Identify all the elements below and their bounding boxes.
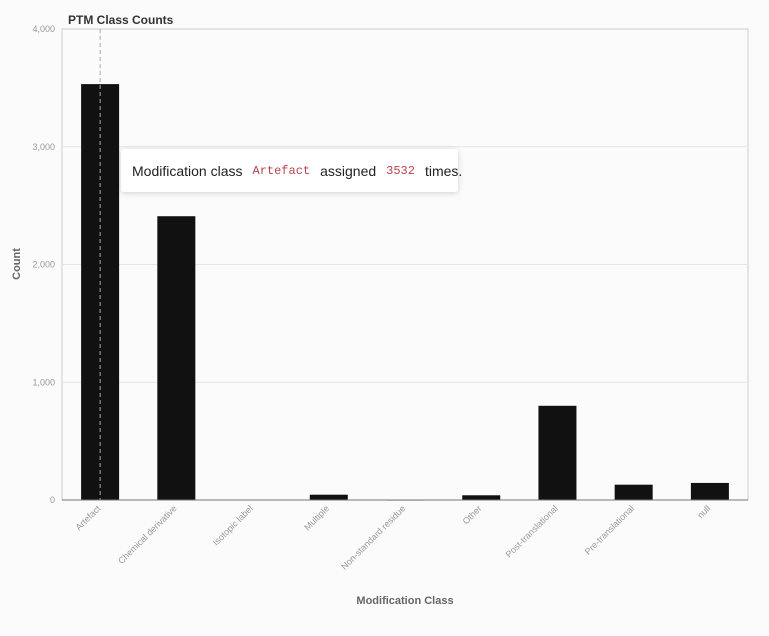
x-tick-label: Chemical derivative: [116, 503, 179, 566]
tooltip-category: Artefact: [252, 163, 311, 178]
bar[interactable]: [157, 216, 196, 500]
x-axis-ticks: Artefact Chemical derivative Isotopic labe…: [74, 503, 713, 572]
bar[interactable]: [614, 484, 653, 500]
bar[interactable]: [462, 495, 501, 500]
x-tick-label: Post-translational: [504, 503, 560, 559]
bar[interactable]: [690, 482, 729, 500]
x-axis-title: Modification Class: [356, 595, 453, 607]
tooltip-suffix: times.: [424, 162, 463, 179]
y-tick-label: 4,000: [32, 24, 55, 34]
x-tick-label: Other: [461, 503, 484, 526]
x-tick-label: Multiple: [302, 503, 331, 532]
y-axis-ticks: 0 1,000 2,000 3,000 4,000: [32, 24, 55, 505]
y-tick-label: 2,000: [32, 260, 55, 270]
y-axis-title: Count: [11, 248, 23, 280]
tooltip-middle: assigned: [320, 162, 377, 179]
x-tick-label: Non-standard residue: [339, 503, 407, 571]
x-tick-label: Artefact: [74, 503, 103, 532]
bars: [81, 84, 729, 501]
y-tick-label: 3,000: [32, 142, 55, 152]
x-tick-label: Isotopic label: [211, 503, 255, 547]
bar[interactable]: [309, 494, 348, 500]
x-tick-label: Pre-translational: [583, 503, 636, 556]
y-tick-label: 1,000: [32, 377, 55, 387]
y-tick-label: 0: [50, 495, 55, 505]
chart-title: PTM Class Counts: [68, 13, 174, 27]
x-tick-label: null: [695, 503, 712, 520]
tooltip-prefix: Modification class: [132, 162, 243, 179]
bar[interactable]: [538, 405, 577, 500]
tooltip-value: 3532: [386, 163, 415, 178]
tooltip: Modification class Artefact assigned 353…: [121, 149, 462, 192]
